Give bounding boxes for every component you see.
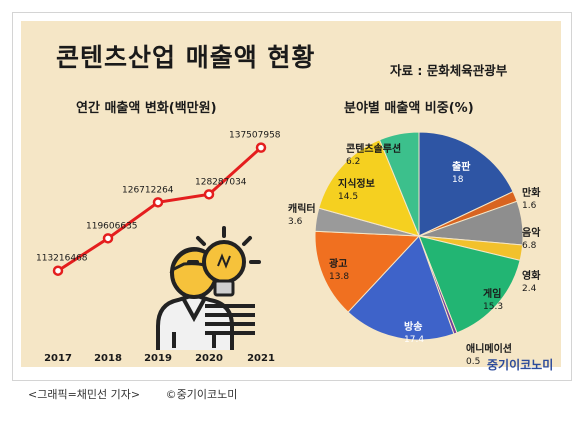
slice-value: 15.3 xyxy=(483,302,503,312)
slice-label: 광고 xyxy=(329,258,347,270)
slice-value: 18 xyxy=(452,175,464,185)
slice-label: 지식정보 xyxy=(338,177,375,190)
slice-value: 0.5 xyxy=(466,357,480,367)
data-label: 113216468 xyxy=(36,254,88,264)
desk-lines xyxy=(205,304,255,335)
pie-slice xyxy=(418,235,521,334)
slice-label: 게임 xyxy=(483,287,501,300)
slice-label: 영화 xyxy=(522,269,541,282)
line-point xyxy=(152,197,164,208)
slice-label: 콘텐츠솔루션 xyxy=(346,142,401,155)
x-tick-label: 2021 xyxy=(247,353,275,364)
brand-logo: 중기이코노미 xyxy=(487,358,554,372)
line-chart-title: 연간 매출액 변화(백만원) xyxy=(76,101,217,116)
pie-slice xyxy=(318,139,420,237)
data-label: 128287034 xyxy=(195,177,247,187)
slice-value: 1.6 xyxy=(522,201,537,211)
slice-label: 애니메이션 xyxy=(466,342,512,355)
data-label: 137507958 xyxy=(229,131,281,141)
slice-label: 음악 xyxy=(522,227,541,239)
infographic-title: 콘텐츠산업 매출액 현황 xyxy=(56,43,316,72)
illustration xyxy=(156,226,261,350)
slice-value: 3.6 xyxy=(288,217,303,227)
graphic-credit: <그래픽=채민선 기자> xyxy=(28,388,141,401)
slice-label: 방송 xyxy=(404,320,422,333)
slice-value: 6.2 xyxy=(346,157,360,167)
slice-value: 6.8 xyxy=(522,241,537,251)
slice-value: 17.4 xyxy=(404,335,424,345)
data-label: 126712264 xyxy=(122,185,174,195)
line-point xyxy=(255,142,267,153)
pie-slice xyxy=(314,230,421,313)
line-point xyxy=(52,265,64,276)
slice-label: 출판 xyxy=(452,160,471,173)
x-tick-label: 2019 xyxy=(144,353,172,364)
pie-slice xyxy=(347,235,455,341)
caption: <그래픽=채민선 기자> ©중기이코노미 xyxy=(28,386,259,402)
source-note: 자료 : 문화체육관광부 xyxy=(390,63,508,78)
copyright-note: ©중기이코노미 xyxy=(165,388,238,401)
x-tick-label: 2017 xyxy=(44,353,72,364)
pie-chart: 출판 18 만화 1.6 음악 6.8 영화 2.4 게임 15.3 애니메이션 0.5 방송 17.4 광… xyxy=(288,131,541,367)
lightbulb-icon xyxy=(187,226,261,297)
pie-slice xyxy=(418,131,514,237)
slice-label: 캐릭터 xyxy=(288,202,316,215)
pie-chart-title: 분야별 매출액 비중(%) xyxy=(344,101,474,116)
data-label: 119606635 xyxy=(86,221,138,231)
slice-value: 2.4 xyxy=(522,284,537,294)
line-point xyxy=(203,189,215,200)
x-tick-label: 2018 xyxy=(94,353,122,364)
slice-label: 만화 xyxy=(522,186,541,199)
x-tick-label: 2020 xyxy=(195,353,223,364)
slice-value: 13.8 xyxy=(329,272,349,282)
pie-slice xyxy=(378,131,420,237)
line-chart: 113216468 2017 119606635 2018 126712264 2019 1… xyxy=(36,131,281,364)
slice-value: 14.5 xyxy=(338,192,358,202)
line-point xyxy=(102,233,114,244)
